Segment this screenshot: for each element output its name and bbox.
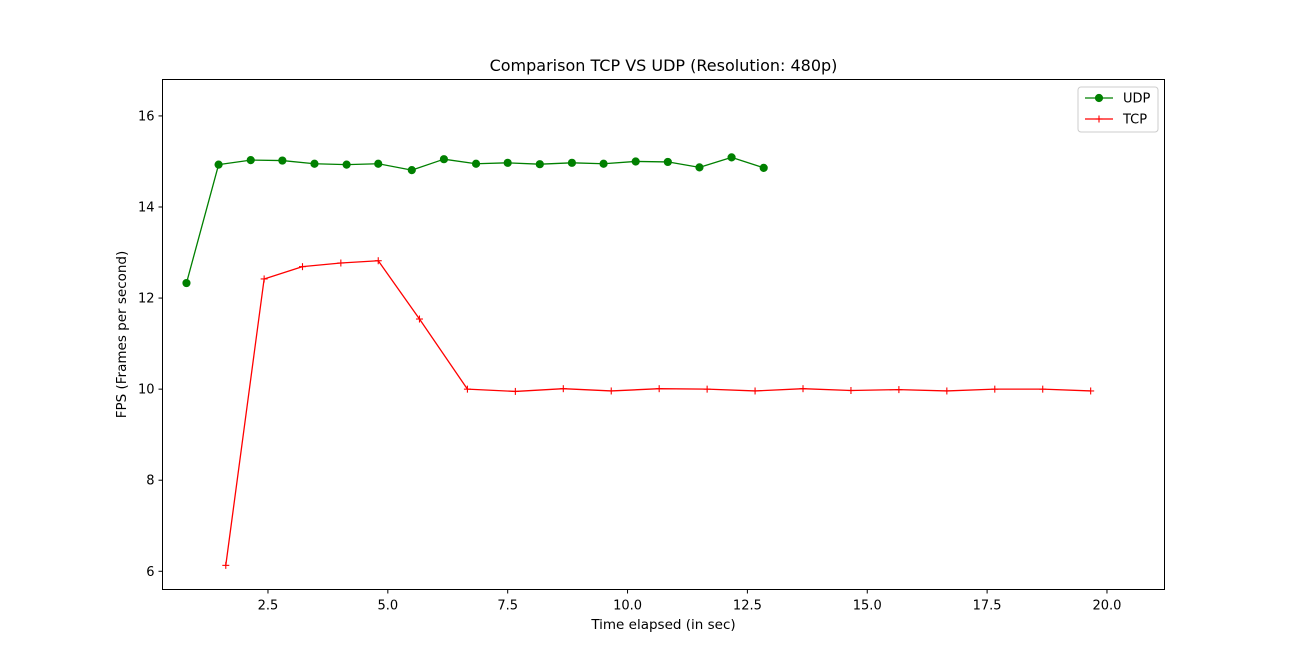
chart-title: Comparison TCP VS UDP (Resolution: 480p): [490, 56, 838, 75]
udp-point: [503, 158, 512, 167]
y-tick-label: 14: [138, 201, 155, 216]
tcp-point: [374, 257, 382, 265]
tcp-point: [559, 385, 567, 393]
x-tick-label: 10.0: [613, 599, 642, 614]
udp-point: [374, 159, 383, 168]
legend-label-udp: UDP: [1123, 92, 1151, 107]
y-tick-label: 10: [138, 383, 155, 398]
tcp-point: [298, 263, 306, 271]
tcp-point: [799, 385, 807, 393]
udp-point: [246, 155, 255, 165]
udp-point: [535, 160, 544, 169]
udp-series: [182, 153, 768, 288]
udp-point: [214, 160, 223, 169]
udp-point: [631, 157, 640, 166]
tcp-point: [337, 259, 345, 267]
tcp-point: [1039, 385, 1047, 393]
udp-point: [407, 166, 416, 175]
tcp-point: [751, 387, 759, 395]
tcp-point: [847, 387, 855, 395]
y-axis-ticks: 6 8 10 12 14 16: [138, 109, 163, 580]
x-tick-label: 17.5: [973, 599, 1002, 614]
x-tick-label: 15.0: [853, 599, 882, 614]
y-tick-label: 8: [146, 474, 154, 489]
tcp-line: [225, 260, 1091, 566]
udp-point: [342, 160, 351, 169]
y-tick-label: 6: [146, 565, 154, 580]
udp-point: [759, 163, 768, 172]
x-axis-ticks: 2.5 5.0 7.5 10.0 12.5 15.0 17.5 20.0: [258, 589, 1121, 614]
tcp-point: [260, 275, 268, 283]
udp-point: [727, 153, 736, 162]
tcp-point: [511, 387, 519, 395]
x-tick-label: 7.5: [497, 599, 518, 614]
series-layer: [182, 153, 1095, 569]
x-tick-label: 12.5: [733, 599, 762, 614]
udp-point: [471, 159, 481, 168]
tcp-point: [655, 385, 663, 393]
tcp-point: [991, 385, 999, 393]
x-tick-label: 20.0: [1092, 599, 1121, 614]
udp-point: [278, 156, 287, 165]
legend: UDP TCP: [1077, 86, 1159, 133]
tcp-point: [463, 385, 471, 393]
legend-marker-udp: [1094, 93, 1104, 103]
y-tick-label: 12: [138, 292, 155, 307]
legend-marker-tcp: [1095, 115, 1103, 123]
tcp-point: [943, 387, 951, 395]
tcp-point: [607, 387, 615, 395]
plot-frame: [162, 79, 1165, 590]
x-axis-title: Time elapsed (in sec): [590, 617, 735, 633]
udp-line: [185, 156, 764, 284]
udp-point: [695, 163, 704, 172]
tcp-point: [222, 561, 230, 569]
tcp-point: [703, 385, 711, 393]
y-tick-label: 16: [138, 109, 155, 124]
udp-point: [439, 155, 449, 164]
x-tick-label: 5.0: [377, 599, 398, 614]
legend-item-tcp: TCP: [1085, 113, 1147, 128]
udp-point: [567, 158, 577, 167]
tcp-point: [1087, 387, 1095, 395]
tcp-point: [895, 386, 903, 394]
tcp-series: [222, 257, 1095, 569]
x-tick-label: 2.5: [258, 599, 279, 614]
legend-label-tcp: TCP: [1122, 113, 1147, 128]
udp-point: [182, 278, 191, 288]
udp-point: [663, 157, 672, 167]
legend-item-udp: UDP: [1085, 92, 1151, 107]
udp-point: [310, 159, 319, 168]
y-axis-title: FPS (Frames per second): [114, 251, 130, 419]
udp-point: [599, 159, 608, 168]
tcp-point: [415, 315, 423, 323]
